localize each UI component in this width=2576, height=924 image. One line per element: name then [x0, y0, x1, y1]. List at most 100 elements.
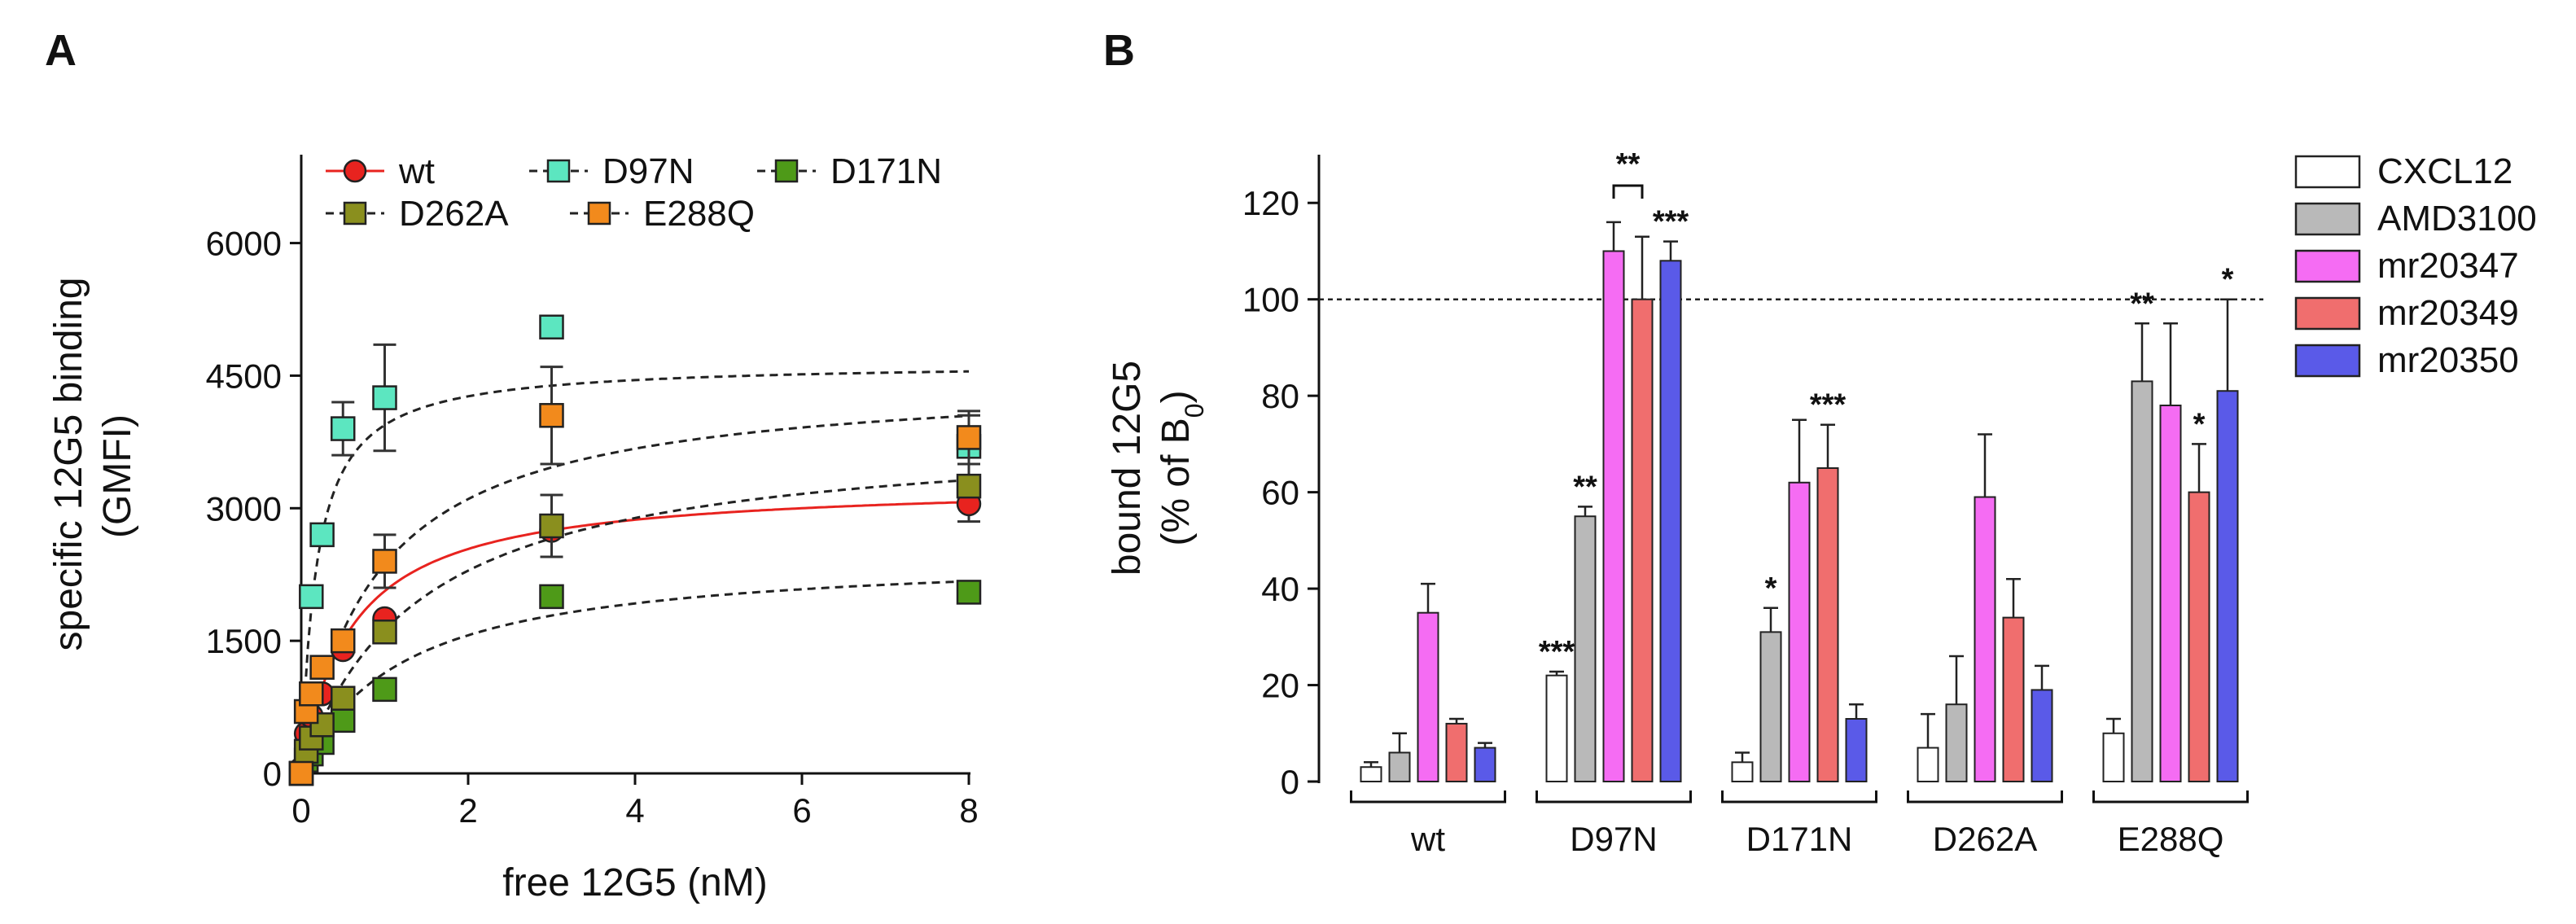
bar-D97N-mr20347 [1602, 250, 1625, 782]
data-point-D171N [331, 707, 356, 734]
bar-D171N-AMD3100 [1759, 631, 1782, 783]
significance-star: *** [1539, 635, 1575, 669]
bar-D97N-mr20350 [1659, 260, 1682, 782]
y-axis-unit: (% of B0) [1154, 390, 1209, 545]
data-point-E288Q [956, 425, 982, 450]
x-category-label: D171N [1746, 820, 1853, 858]
fit-curve-D262A [300, 479, 970, 774]
group-bracket [1907, 790, 2063, 804]
legend-label-CXCL12: CXCL12 [2377, 151, 2512, 191]
data-point-E288Q [331, 628, 356, 654]
significance-star: * [2193, 407, 2206, 441]
y-axis-unit: (GMFI) [96, 414, 139, 538]
bar-wt-mr20347 [1417, 611, 1439, 783]
legend-label-mr20347: mr20347 [2377, 246, 2519, 286]
bar-wt-mr20349 [1445, 722, 1468, 783]
panel-b-letter: B [1103, 26, 1135, 75]
x-tick-label: 8 [959, 791, 978, 830]
data-point-D262A [956, 473, 982, 499]
group-bracket [2092, 790, 2249, 804]
data-point-D262A [539, 513, 564, 539]
x-tick-label: 4 [625, 791, 644, 830]
y-tick-label: 6000 [206, 225, 282, 263]
y-tick-label: 100 [1242, 281, 1299, 319]
binding-curve-chart: 0 1500 3000 4500 6000 0 2 4 6 8 free 12G5 (nM) spec… [47, 151, 982, 904]
x-category-label: wt [1410, 820, 1445, 858]
data-point-D97N [372, 385, 397, 410]
bar-D97N-mr20349 [1631, 298, 1654, 782]
legend-label-D171N: D171N [830, 151, 942, 191]
data-point-E288Q [288, 760, 314, 786]
significance-bracket-label: ** [1616, 147, 1641, 182]
data-point-E288Q [539, 403, 564, 428]
data-point-D171N [956, 580, 982, 605]
bar-D262A-mr20349 [2002, 616, 2025, 782]
bar-E288Q-mr20349 [2188, 491, 2210, 782]
legend-label-AMD3100: AMD3100 [2377, 199, 2537, 239]
bar-D97N-AMD3100 [1574, 515, 1597, 782]
y-tick-label: 4500 [206, 357, 282, 395]
bar-D262A-mr20350 [2031, 689, 2053, 783]
legend-swatch-mr20347 [2294, 249, 2361, 283]
x-tick-label: 6 [792, 791, 811, 830]
fit-curve-D171N [300, 580, 970, 774]
legend-label-E288Q: E288Q [643, 194, 755, 234]
bar-D171N-mr20347 [1788, 481, 1811, 782]
data-point-D97N [539, 314, 564, 339]
x-axis-title: free 12G5 (nM) [502, 861, 767, 904]
significance-star: ** [1573, 470, 1597, 504]
y-tick-label: 3000 [206, 489, 282, 528]
data-point-D171N [539, 584, 564, 610]
legend-swatch-AMD3100 [2294, 202, 2361, 236]
bar-E288Q-CXCL12 [2102, 732, 2125, 782]
y-tick-label: 20 [1261, 667, 1299, 705]
y-tick-label: 1500 [206, 622, 282, 660]
bar-wt-CXCL12 [1360, 766, 1382, 783]
y-tick-label: 0 [1281, 763, 1299, 801]
bar-wt-mr20350 [1474, 747, 1496, 782]
bar-D262A-mr20347 [1974, 496, 1996, 782]
y-tick-label: 40 [1261, 570, 1299, 608]
x-tick-label: 2 [458, 791, 477, 830]
y-axis-title: bound 12G5 [1106, 361, 1149, 576]
bar-D171N-CXCL12 [1731, 761, 1754, 782]
legend-swatch-mr20349 [2294, 296, 2361, 331]
data-point-E288Q [372, 549, 397, 574]
legend-swatch-mr20350 [2294, 344, 2361, 378]
x-category-label: D97N [1570, 820, 1657, 858]
group-bracket [1721, 790, 1877, 804]
legend-label-wt: wt [398, 151, 435, 191]
data-point-D97N [299, 584, 324, 610]
data-point-D171N [372, 677, 397, 703]
data-point-D262A [372, 620, 397, 645]
group-bracket [1350, 790, 1506, 804]
legend-marker-D171N [774, 159, 799, 183]
significance-star: * [1765, 571, 1777, 606]
y-tick-label: 60 [1261, 474, 1299, 512]
x-category-label: E288Q [2118, 820, 2224, 858]
legend-marker-wt [343, 159, 367, 183]
bar-D262A-CXCL12 [1917, 747, 1939, 782]
y-tick-label: 120 [1242, 184, 1299, 222]
data-point-E288Q [309, 655, 335, 680]
legend-label-mr20350: mr20350 [2377, 340, 2519, 380]
legend-marker-E288Q [587, 201, 611, 226]
bar-D171N-mr20349 [1816, 467, 1839, 782]
data-point-D97N [309, 522, 335, 548]
significance-star: *** [1653, 205, 1689, 239]
bar-E288Q-AMD3100 [2131, 380, 2153, 782]
y-axis-title: specific 12G5 binding [47, 278, 90, 651]
bar-wt-AMD3100 [1388, 751, 1411, 783]
bar-D97N-CXCL12 [1545, 674, 1568, 783]
bar-E288Q-mr20347 [2159, 405, 2182, 782]
fit-curve-D97N [300, 370, 969, 774]
fit-curve-wt [300, 501, 970, 774]
data-point-D262A [331, 685, 356, 711]
legend-marker-D262A [343, 201, 367, 226]
legend-swatch-CXCL12 [2294, 155, 2361, 189]
fit-curve-E288Q [300, 414, 970, 774]
data-point-E288Q [299, 681, 324, 707]
y-tick-label: 80 [1261, 377, 1299, 415]
y-tick-label: 0 [263, 755, 282, 793]
